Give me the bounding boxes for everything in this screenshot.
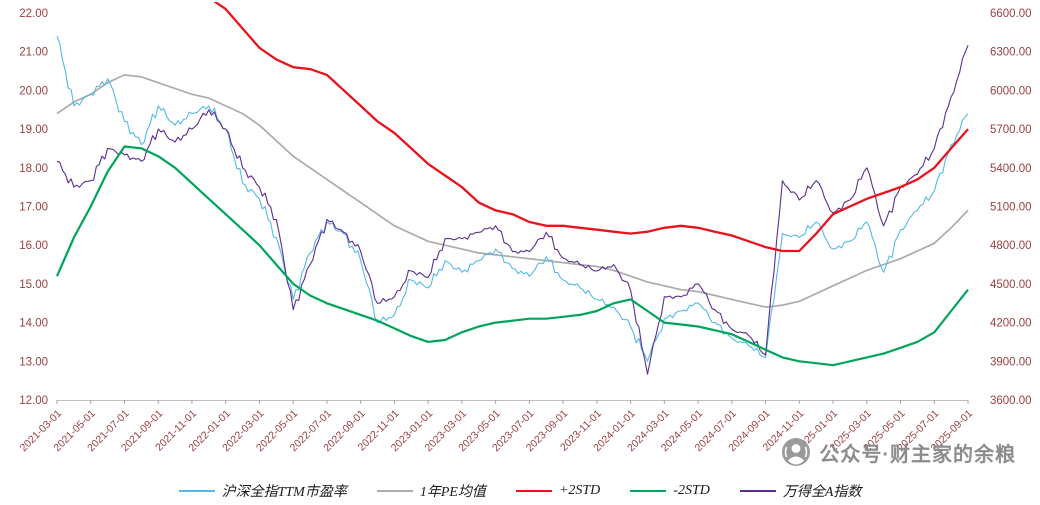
y-axis-right-label: 6600.00 <box>990 8 1032 20</box>
chart-legend: 沪深全指TTM市盈率 1年PE均值 +2STD -2STD 万得全A指数 <box>0 481 1040 501</box>
y-axis-left-label: 15.00 <box>19 279 48 291</box>
y-axis-right-label: 6000.00 <box>990 85 1032 97</box>
legend-label: -2STD <box>673 483 710 498</box>
legend-line-swatch <box>376 490 413 492</box>
legend-item-2: +2STD <box>515 483 601 499</box>
y-axis-right-label: 5700.00 <box>990 124 1032 136</box>
y-axis-left-label: 20.00 <box>19 85 48 97</box>
y-axis-left-label: 18.00 <box>19 163 48 175</box>
y-axis-left-label: 22.00 <box>19 8 48 20</box>
legend-line-swatch <box>739 490 776 492</box>
y-axis-right-label: 5100.00 <box>990 202 1032 214</box>
y-axis-right-label: 3600.00 <box>990 395 1032 407</box>
legend-item-1: 1年PE均值 <box>376 481 486 501</box>
y-axis-left-label: 16.00 <box>19 240 48 252</box>
legend-label: 万得全A指数 <box>782 485 862 500</box>
y-axis-right-label: 3900.00 <box>990 356 1032 368</box>
legend-item-4: 万得全A指数 <box>739 481 862 501</box>
y-axis-right-label: 4200.00 <box>990 318 1032 330</box>
series-line-0 <box>56 36 969 362</box>
watermark: 公众号·财主家的余粮 <box>781 437 1016 467</box>
y-axis-right-label: 5400.00 <box>990 163 1032 175</box>
series-line-3 <box>55 145 969 367</box>
series-line-4 <box>56 45 969 375</box>
series-line-1 <box>56 74 969 308</box>
y-axis-right-label: 6300.00 <box>990 47 1032 59</box>
legend-label: 沪深全指TTM市盈率 <box>221 485 347 500</box>
legend-item-3: -2STD <box>630 483 710 499</box>
y-axis-left-label: 17.00 <box>19 202 48 214</box>
y-axis-right-label: 4800.00 <box>990 240 1032 252</box>
legend-item-0: 沪深全指TTM市盈率 <box>178 481 347 501</box>
legend-line-swatch <box>515 489 552 493</box>
watermark-text: 公众号·财主家的余粮 <box>819 443 1016 466</box>
y-axis-left-label: 12.00 <box>19 395 48 407</box>
y-axis-left-label: 13.00 <box>19 356 48 368</box>
legend-label: +2STD <box>558 483 601 498</box>
y-axis-left-label: 21.00 <box>19 47 48 59</box>
y-axis-right-label: 4500.00 <box>990 279 1032 291</box>
legend-line-swatch <box>630 489 667 493</box>
wechat-official-account-icon <box>782 438 811 466</box>
y-axis-left-label: 19.00 <box>19 124 48 136</box>
series-line-2 <box>213 2 969 253</box>
legend-label: 1年PE均值 <box>419 485 486 500</box>
y-axis-left-label: 14.00 <box>19 318 48 330</box>
legend-line-swatch <box>178 490 215 492</box>
pe-band-chart: 22.00 21.00 20.00 19.00 18.00 17.00 16.00 15.00… <box>18 2 1032 454</box>
